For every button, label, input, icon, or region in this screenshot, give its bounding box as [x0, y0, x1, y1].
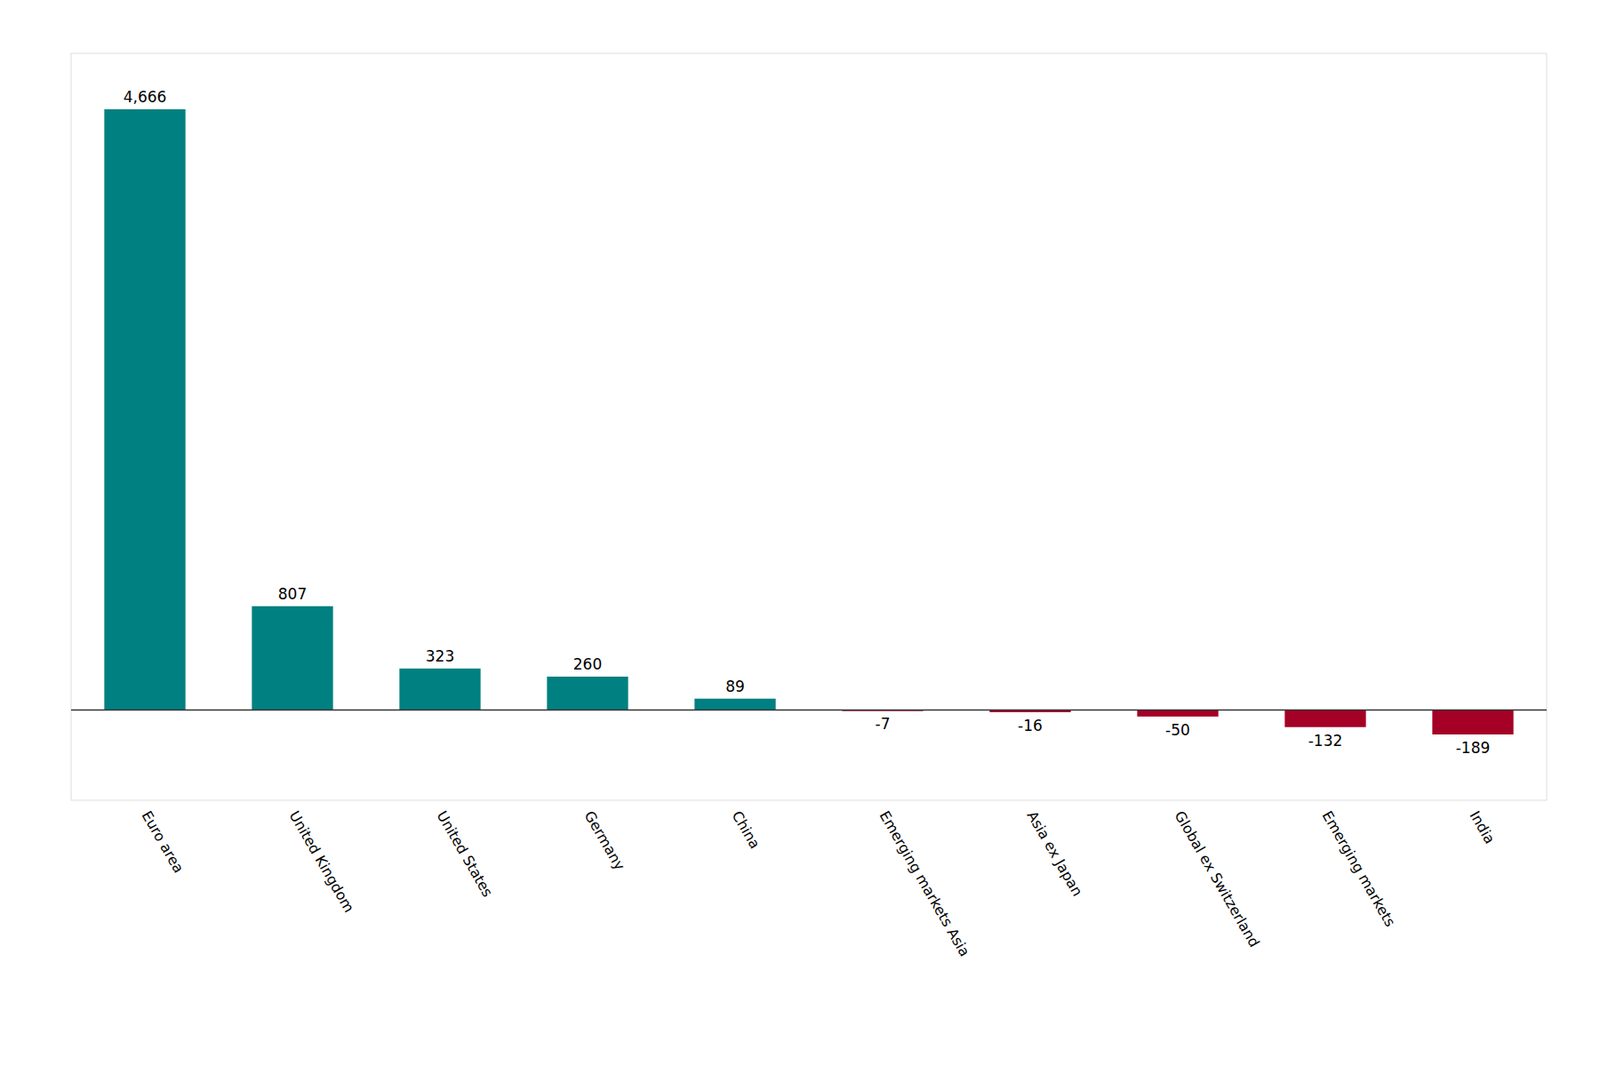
- x-tick-label: China: [728, 808, 764, 852]
- x-tick-label: Global ex Switzerland: [1171, 808, 1264, 951]
- x-tick-label: United Kingdom: [286, 808, 359, 916]
- bar: [546, 676, 628, 711]
- data-label: 260: [573, 655, 602, 673]
- data-label: -7: [875, 714, 891, 733]
- data-label: -16: [1017, 716, 1043, 735]
- chart-container: 4,666 807 323 260 89 -7 -16 -50 -132 -189 Euro are…: [0, 0, 1600, 1067]
- data-label: 323: [425, 647, 455, 665]
- data-label: -132: [1308, 731, 1344, 750]
- data-label: -50: [1165, 720, 1191, 739]
- data-label: 89: [725, 677, 745, 696]
- x-tick-label: India: [1466, 808, 1499, 848]
- x-tick-label: Germany: [581, 808, 629, 873]
- x-tick-label: Asia ex Japan: [1024, 808, 1087, 899]
- bar: [251, 606, 333, 711]
- data-labels: 4,666 807 323 260 89 -7 -16 -50 -132 -189: [123, 88, 1491, 757]
- data-label: -189: [1456, 738, 1491, 757]
- bar: [694, 698, 776, 711]
- data-label: 807: [278, 584, 307, 603]
- x-tick-label: United States: [433, 808, 497, 900]
- bars: [104, 109, 1513, 735]
- x-tick-label: Emerging markets: [1319, 808, 1400, 930]
- zero-line: [71, 709, 1547, 712]
- plot-frame: [71, 53, 1547, 800]
- chart-svg: 4,666 807 323 260 89 -7 -16 -50 -132 -189 Euro are…: [0, 0, 1600, 1067]
- bar: [1432, 710, 1513, 735]
- x-tick-label: Euro area: [138, 808, 188, 876]
- x-tick-labels: Euro area United Kingdom United States Germ…: [138, 808, 1499, 960]
- x-tick-label: Emerging markets Asia: [876, 808, 974, 960]
- bar: [399, 668, 480, 711]
- data-label: 4,666: [123, 88, 168, 106]
- bar: [1284, 710, 1366, 728]
- bar: [104, 109, 185, 711]
- bar: [1136, 710, 1218, 717]
